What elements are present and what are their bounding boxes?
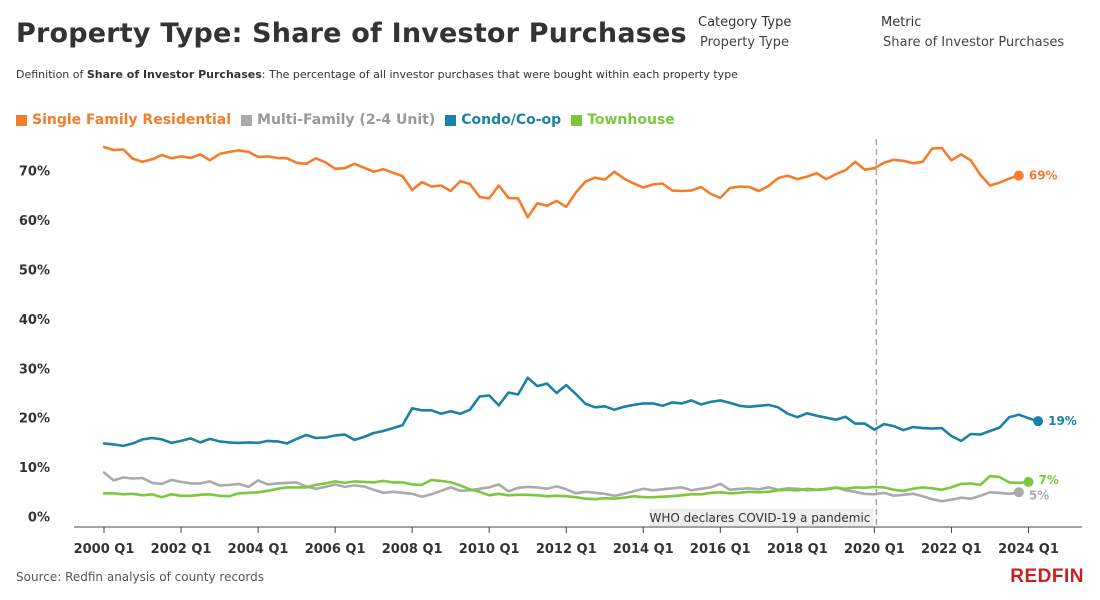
page-title: Property Type: Share of Investor Purchas… [16, 18, 687, 49]
y-tick-label: 30% [19, 362, 50, 377]
annotation-label: WHO declares COVID-19 a pandemic [649, 511, 870, 525]
series-end-label: 19% [1048, 414, 1077, 428]
y-tick-label: 50% [19, 264, 50, 279]
y-tick-label: 20% [19, 412, 50, 427]
x-tick-label: 2024 Q1 [998, 542, 1059, 557]
legend-item-single-family[interactable]: Single Family Residential [16, 112, 231, 128]
legend-label: Townhouse [587, 112, 675, 128]
y-tick-label: 70% [19, 165, 50, 180]
y-tick-label: 10% [19, 461, 50, 476]
x-tick-label: 2002 Q1 [151, 542, 212, 557]
metric-definition: Definition of Share of Investor Purchase… [16, 68, 738, 81]
definition-term: Share of Investor Purchases [86, 68, 262, 81]
filter-value[interactable]: Property Type [700, 35, 790, 50]
legend-item-condo[interactable]: Condo/Co-op [445, 112, 561, 128]
legend-swatch [445, 114, 457, 126]
filter-label: Category Type [698, 15, 792, 30]
series-line-1 [102, 471, 1021, 503]
definition-text: : The percentage of all investor purchas… [261, 68, 738, 81]
x-tick-label: 2022 Q1 [921, 542, 982, 557]
series-line-0 [102, 145, 1021, 219]
legend-item-townhouse[interactable]: Townhouse [571, 112, 675, 128]
legend-swatch [241, 114, 253, 126]
legend-label: Multi-Family (2-4 Unit) [257, 112, 436, 128]
series-end-label: 69% [1029, 169, 1058, 183]
source-note: Source: Redfin analysis of county record… [16, 570, 264, 584]
series-end-label: 7% [1038, 473, 1058, 487]
chart-legend: Single Family Residential Multi-Family (… [16, 112, 675, 128]
legend-label: Condo/Co-op [461, 112, 562, 128]
x-tick-label: 2020 Q1 [844, 542, 905, 557]
x-tick-label: 2004 Q1 [228, 542, 289, 557]
x-tick-label: 2018 Q1 [767, 542, 828, 557]
legend-swatch [571, 114, 583, 126]
x-tick-label: 2008 Q1 [382, 542, 443, 557]
legend-label: Single Family Residential [32, 112, 232, 128]
definition-prefix: Definition of [16, 68, 87, 81]
y-tick-label: 0% [28, 511, 50, 526]
x-tick-label: 2014 Q1 [613, 542, 674, 557]
x-tick-label: 2012 Q1 [536, 542, 597, 557]
x-tick-label: 2010 Q1 [459, 542, 520, 557]
filter-value[interactable]: Share of Investor Purchases [883, 35, 1065, 50]
series-end-marker [1013, 170, 1024, 181]
x-tick-label: 2006 Q1 [305, 542, 366, 557]
legend-item-multi-family[interactable]: Multi-Family (2-4 Unit) [241, 112, 435, 128]
series-end-marker [1023, 476, 1034, 487]
series-line-3 [102, 474, 1030, 501]
series-end-marker [1033, 416, 1044, 427]
y-tick-label: 40% [19, 313, 50, 328]
legend-swatch [16, 114, 27, 126]
filter-category-type[interactable]: Category Type Property Type [698, 15, 791, 50]
x-tick-label: 2000 Q1 [74, 542, 135, 557]
x-tick-label: 2016 Q1 [690, 542, 751, 557]
annotation-label-bg [649, 509, 874, 526]
redfin-logo: REDFIN [1010, 566, 1084, 587]
series-end-marker [1013, 487, 1024, 498]
filter-metric[interactable]: Metric Share of Investor Purchases [881, 15, 1064, 50]
filter-label: Metric [881, 15, 922, 30]
series-line-2 [102, 376, 1040, 448]
series-end-label: 5% [1029, 488, 1049, 502]
y-tick-label: 60% [19, 214, 50, 229]
